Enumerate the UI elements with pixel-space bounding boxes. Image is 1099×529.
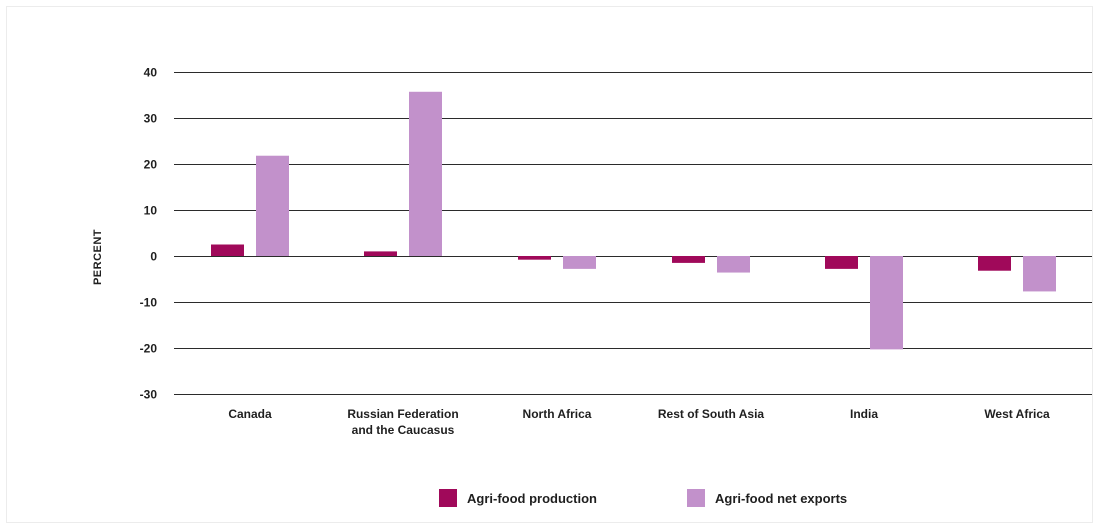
bar-production-1 (364, 251, 397, 256)
bar-net-exports-3 (717, 256, 750, 273)
y-tick-label: -30 (140, 388, 158, 402)
gridlines (174, 72, 1092, 395)
y-tick-label: 20 (144, 158, 158, 172)
category-labels: Canada Russian Federation and the Caucasus… (228, 407, 1050, 437)
bar-production-5 (978, 256, 1011, 271)
bars (211, 91, 1056, 350)
y-tick-label: 10 (144, 204, 158, 218)
y-tick-label: 0 (150, 250, 157, 264)
y-tick-labels: 40 30 20 10 0 -10 -20 -30 (140, 66, 158, 402)
category-label: Rest of South Asia (658, 407, 765, 421)
bar-production-4 (825, 256, 858, 269)
legend-label: Agri-food net exports (715, 491, 847, 506)
bar-net-exports-5 (1023, 256, 1056, 292)
y-tick-label: -20 (140, 342, 158, 356)
category-label: Russian Federation (347, 407, 458, 421)
category-label: North Africa (523, 407, 592, 421)
bar-net-exports-4 (870, 256, 903, 350)
legend-swatch (687, 489, 705, 507)
y-tick-label: -10 (140, 296, 158, 310)
bar-net-exports-1 (409, 91, 442, 256)
category-label: West Africa (984, 407, 1050, 421)
legend-swatch (439, 489, 457, 507)
y-tick-label: 40 (144, 66, 158, 80)
bar-net-exports-2 (563, 256, 596, 269)
bar-production-0 (211, 244, 244, 256)
chart-frame (6, 6, 1093, 523)
category-label: India (850, 407, 878, 421)
category-label: and the Caucasus (352, 423, 455, 437)
legend: Agri-food production Agri-food net export… (439, 489, 847, 507)
category-label: Canada (228, 407, 272, 421)
legend-label: Agri-food production (467, 491, 597, 506)
y-axis-title: PERCENT (92, 229, 104, 285)
bar-production-3 (672, 256, 705, 263)
bar-net-exports-0 (256, 155, 289, 256)
bar-production-2 (518, 256, 551, 260)
y-tick-label: 30 (144, 112, 158, 126)
